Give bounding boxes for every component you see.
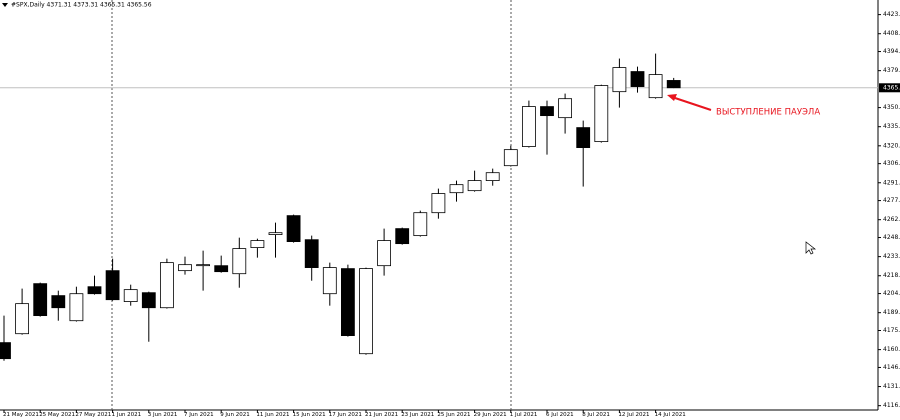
annotation-arrowhead <box>667 94 677 101</box>
candle-body <box>250 240 265 248</box>
y-tick-label: 4277. <box>883 197 900 204</box>
candle-body <box>503 149 518 167</box>
y-tick-label: 4189. <box>883 309 900 316</box>
y-tick-label: 4233. <box>883 253 900 260</box>
y-tick-label: 4116. <box>883 402 900 409</box>
candle-body <box>0 342 11 360</box>
candle-body <box>51 295 66 309</box>
candle-body <box>141 292 156 309</box>
y-tick-label: 4335. <box>883 123 900 130</box>
candle-body <box>87 286 102 295</box>
x-tick-label: 21 May 2021 <box>3 412 39 418</box>
x-tick-label: 6 Jul 2021 <box>546 412 574 418</box>
chart-title: #SPX,Daily 4371.31 4373.31 4365.31 4365.… <box>11 2 152 9</box>
x-tick-label: 23 Jun 2021 <box>401 412 434 418</box>
x-tick-label: 8 Jul 2021 <box>582 412 610 418</box>
y-tick-label: 4350. <box>883 104 900 111</box>
x-tick-label: 25 May 2021 <box>39 412 75 418</box>
y-tick-label: 4131. <box>883 383 900 390</box>
y-tick-label: 4394. <box>883 48 900 55</box>
candle-body <box>105 270 120 301</box>
x-tick-label: 1 Jun 2021 <box>112 412 142 418</box>
annotation: ВЫСТУПЛЕНИЕ ПАУЭЛА <box>716 108 820 118</box>
candle-body <box>178 264 192 272</box>
x-tick-label: 9 Jun 2021 <box>220 412 250 418</box>
y-tick-label: 4248. <box>883 234 900 241</box>
current-price-box <box>879 83 900 93</box>
x-tick-label: 12 Jul 2021 <box>618 412 649 418</box>
candle-body <box>648 74 663 99</box>
candle-body <box>485 172 500 181</box>
x-tick-label: 7 Jun 2021 <box>184 412 214 418</box>
y-tick-label: 4146. <box>883 364 900 371</box>
candle-body <box>196 264 211 267</box>
y-tick-label: 4320. <box>883 142 900 149</box>
candle-body <box>576 127 591 148</box>
candle-body <box>69 293 84 322</box>
x-tick-label: 29 Jun 2021 <box>474 412 507 418</box>
candle-body <box>431 193 446 214</box>
candle-body <box>558 98 572 119</box>
candle-body <box>123 289 138 302</box>
x-tick-label: 3 Jun 2021 <box>148 412 178 418</box>
y-tick-label: 4379. <box>883 67 900 74</box>
candle-body <box>413 212 428 237</box>
candle-body <box>286 215 301 243</box>
candle-body <box>666 80 681 89</box>
x-tick-label: 14 Jul 2021 <box>655 412 686 418</box>
annotation-arrow <box>671 96 712 111</box>
y-tick-label: 4262. <box>883 216 900 223</box>
y-tick-label: 4306. <box>883 160 900 167</box>
y-tick-label: 4218. <box>883 272 900 279</box>
candle-body <box>15 303 30 335</box>
candle-body <box>630 71 645 87</box>
candle-body <box>159 262 174 309</box>
candle-body <box>214 265 229 273</box>
y-tick-label: 4423. <box>883 11 900 18</box>
x-tick-label: 11 Jun 2021 <box>256 412 289 418</box>
title-icon <box>2 3 8 7</box>
y-tick-label: 4175. <box>883 327 900 334</box>
candle-body <box>377 240 392 267</box>
x-tick-label: 27 May 2021 <box>75 412 111 418</box>
y-tick-label: 4160. <box>883 346 900 353</box>
x-tick-label: 21 Jun 2021 <box>365 412 398 418</box>
candle-body <box>340 268 355 337</box>
candle-body <box>594 85 609 143</box>
candle-body <box>322 267 337 295</box>
x-tick-label: 25 Jun 2021 <box>437 412 470 418</box>
current-price-label: 4365. <box>883 84 900 91</box>
cursor <box>805 241 817 255</box>
candle-body <box>540 106 554 117</box>
candle-body <box>33 283 48 317</box>
x-tick-label: 15 Jun 2021 <box>293 412 326 418</box>
x-tick-label: 1 Jul 2021 <box>510 412 538 418</box>
y-tick-label: 4291. <box>883 179 900 186</box>
x-tick-label: 17 Jun 2021 <box>329 412 362 418</box>
candle-body <box>232 248 247 275</box>
candle-body <box>359 268 373 355</box>
candle-body <box>612 67 627 93</box>
y-tick-label: 4204. <box>883 290 900 297</box>
candle-body <box>449 184 464 194</box>
candle-body <box>522 106 536 147</box>
y-tick-label: 4408. <box>883 30 900 37</box>
candle-body <box>395 228 410 245</box>
candle-body <box>467 180 482 192</box>
candle-body <box>304 239 319 268</box>
candle-body <box>268 232 283 235</box>
